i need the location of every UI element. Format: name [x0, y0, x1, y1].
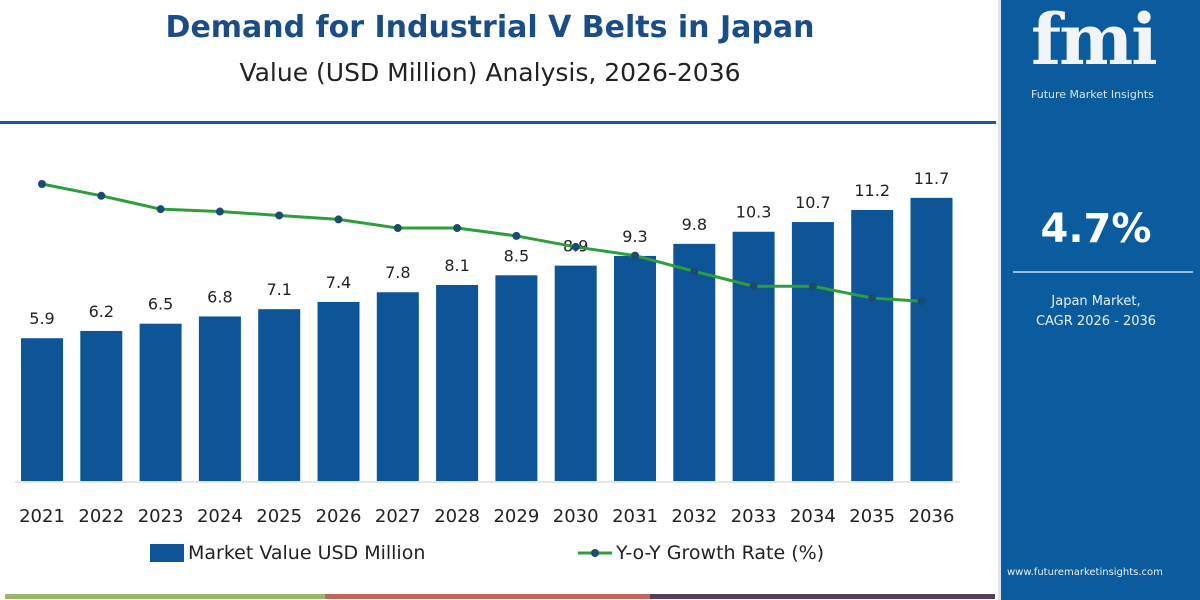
chart: 5.9 2021 6.2 2022 6.5 2023 6.8 2024 7.1 2025 7.4 20…: [15, 169, 960, 527]
growth-point-2022: [97, 191, 106, 200]
bar-label-2024: 6.8: [207, 287, 232, 306]
growth-point-2021: [38, 180, 46, 188]
bar-2035: [851, 209, 894, 481]
bar-2027: [376, 292, 419, 481]
bar-label-2026: 7.4: [326, 273, 351, 292]
bar-label-2028: 8.1: [444, 256, 469, 275]
bar-2022: [80, 330, 123, 481]
growth-point-2035: [868, 294, 877, 303]
growth-point-2029: [512, 231, 521, 240]
bar-label-2022: 6.2: [89, 302, 114, 321]
growth-point-2034: [808, 282, 817, 291]
growth-point-2030: [571, 242, 580, 251]
bar-label-2025: 7.1: [266, 280, 291, 299]
panel-divider: [1013, 271, 1193, 273]
legend-bar-swatch: [150, 544, 184, 562]
bar-label-2027: 7.8: [385, 263, 410, 282]
title-divider: [0, 121, 996, 124]
x-tick-2033: 2033: [731, 506, 777, 527]
growth-point-2032: [690, 267, 699, 276]
x-tick-2032: 2032: [671, 506, 717, 527]
bar-2036: [910, 197, 953, 482]
growth-point-2031: [631, 251, 639, 260]
x-tick-2024: 2024: [197, 506, 243, 527]
bar-2034: [791, 222, 834, 481]
footer-strip-red: [325, 594, 650, 599]
cagr-label: Japan Market, CAGR 2026 - 2036: [1001, 292, 1191, 332]
growth-line: [41, 182, 922, 303]
bar-2031: [614, 255, 656, 481]
website-url: www.futuremarketinsights.com: [1007, 567, 1163, 578]
bar-label-2032: 9.8: [682, 215, 707, 234]
x-tick-2028: 2028: [434, 506, 480, 527]
bar-2024: [198, 316, 241, 481]
x-tick-2026: 2026: [316, 506, 362, 527]
side-panel: fmi Future Market Insights 4.7% Japan Ma…: [998, 0, 1200, 600]
footer-strip-purple: [650, 594, 995, 599]
bar-2026: [317, 301, 360, 481]
bar-2032: [673, 243, 716, 481]
x-tick-2031: 2031: [612, 506, 658, 527]
bar-label-2035: 11.2: [854, 181, 890, 200]
logo-subtitle: Future Market Insights: [1031, 88, 1154, 101]
cagr-label-line1: Japan Market,: [1051, 294, 1141, 309]
bar-label-2023: 6.5: [148, 295, 173, 314]
chart-subtitle: Value (USD Million) Analysis, 2026-2036: [239, 58, 741, 87]
bar-label-2021: 5.9: [29, 309, 54, 328]
x-tick-2029: 2029: [493, 506, 539, 527]
x-tick-2027: 2027: [375, 506, 421, 527]
legend-line-swatch: [578, 549, 612, 557]
bar-label-2033: 10.3: [736, 203, 772, 222]
growth-point-2026: [334, 215, 343, 224]
x-tick-2034: 2034: [790, 506, 836, 527]
growth-point-2024: [215, 207, 224, 216]
bar-2021: [21, 338, 63, 481]
legend-line: Y-o-Y Growth Rate (%): [578, 542, 824, 564]
legend-bar-label: Market Value USD Million: [188, 542, 426, 564]
bar-2029: [495, 275, 538, 481]
x-tick-2025: 2025: [256, 506, 302, 527]
growth-point-2028: [453, 224, 462, 233]
growth-point-2025: [275, 211, 284, 220]
bar-label-2031: 9.3: [622, 227, 647, 246]
fmi-logo: fmi: [1031, 0, 1158, 81]
bar-label-2034: 10.7: [795, 193, 831, 212]
legend-bar: Market Value USD Million: [150, 542, 425, 564]
bar-label-2029: 8.5: [504, 246, 529, 265]
bar-2028: [436, 284, 479, 481]
legend-line-label: Y-o-Y Growth Rate (%): [616, 542, 825, 564]
x-tick-2022: 2022: [78, 506, 124, 527]
bar-2033: [732, 231, 775, 481]
footer-strip-green: [5, 594, 325, 599]
bar-2025: [258, 309, 301, 481]
x-tick-2030: 2030: [553, 506, 599, 527]
bar-2030: [554, 265, 597, 481]
cagr-value: 4.7%: [1040, 206, 1152, 252]
bar-label-2036: 11.7: [914, 169, 950, 188]
x-tick-2035: 2035: [849, 506, 895, 527]
x-tick-2023: 2023: [138, 506, 184, 527]
x-tick-2036: 2036: [909, 506, 955, 527]
growth-point-2023: [156, 205, 165, 214]
growth-point-2027: [393, 224, 402, 233]
growth-point-2036: [917, 297, 926, 306]
bar-2023: [139, 323, 182, 481]
x-tick-2021: 2021: [19, 506, 65, 527]
chart-title: Demand for Industrial V Belts in Japan: [165, 10, 815, 45]
growth-point-2033: [749, 282, 758, 291]
cagr-label-line2: CAGR 2026 - 2036: [1035, 314, 1157, 329]
